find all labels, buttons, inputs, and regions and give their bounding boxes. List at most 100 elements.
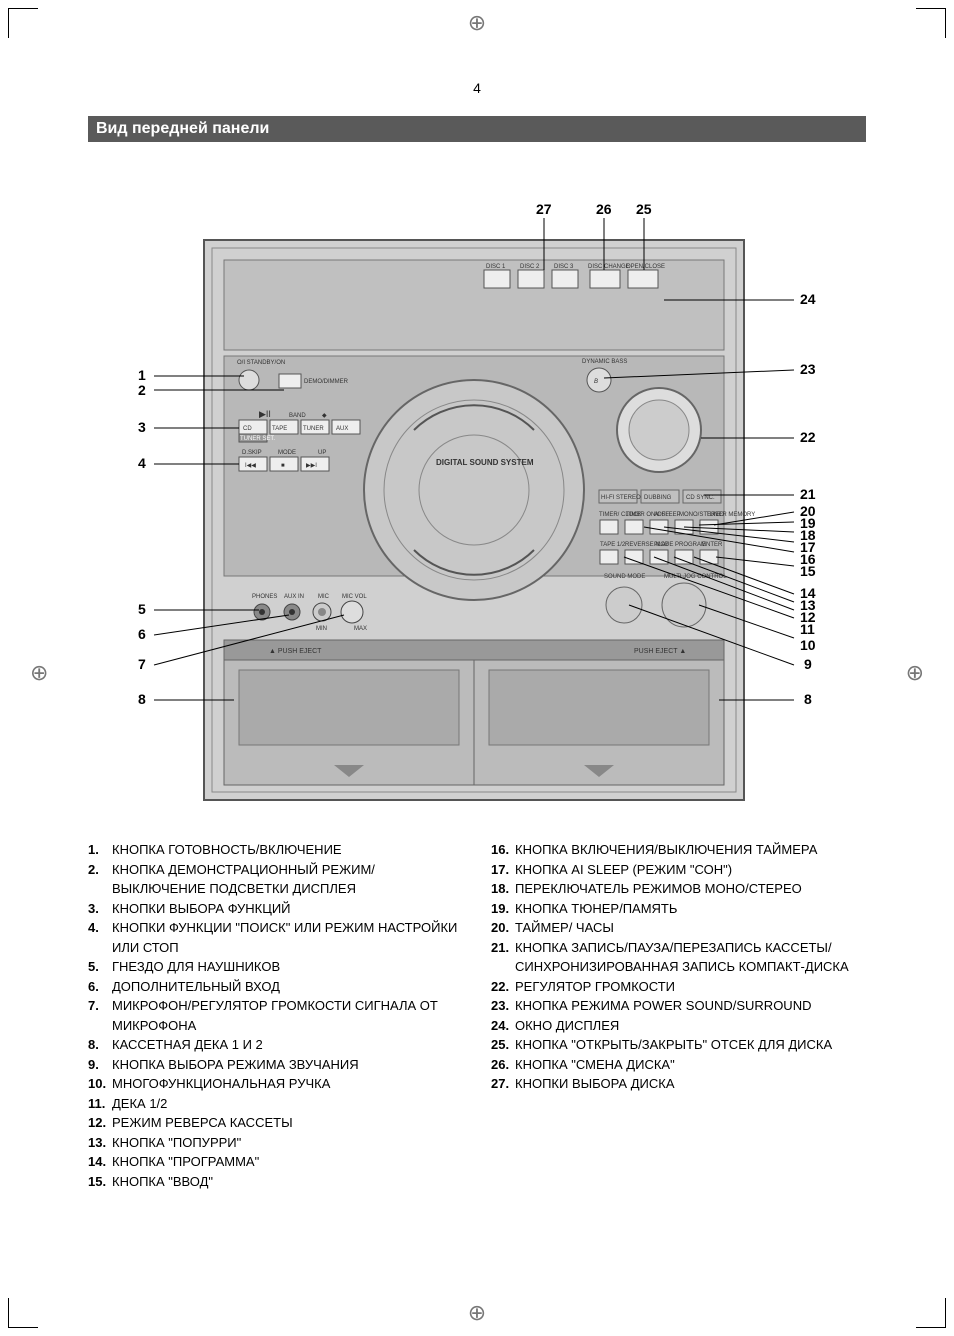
crop-mark [916, 8, 946, 38]
svg-text:TAPE 1/2: TAPE 1/2 [600, 542, 626, 548]
legend-number: 5. [88, 957, 112, 977]
legend-number: 12. [88, 1113, 112, 1133]
legend-item: 16.КНОПКА ВКЛЮЧЕНИЯ/ВЫКЛЮЧЕНИЯ ТАЙМЕРА [491, 840, 866, 860]
svg-text:TUNER SET.: TUNER SET. [240, 436, 275, 442]
registration-mark: ⊕ [468, 10, 486, 36]
svg-text:OPEN/CLOSE: OPEN/CLOSE [626, 264, 665, 270]
svg-text:MAX: MAX [354, 626, 367, 632]
front-panel-diagram: DISC 1 DISC 2 DISC 3 DISC CHANGE OPEN/CL… [104, 170, 844, 810]
legend-number: 1. [88, 840, 112, 860]
legend-text: КНОПКА ВКЛЮЧЕНИЯ/ВЫКЛЮЧЕНИЯ ТАЙМЕРА [515, 840, 866, 860]
legend-number: 18. [491, 879, 515, 899]
legend-text: КНОПКА "СМЕНА ДИСКА" [515, 1055, 866, 1075]
svg-text:8: 8 [804, 691, 812, 707]
legend-item: 26.КНОПКА "СМЕНА ДИСКА" [491, 1055, 866, 1075]
legend-item: 1.КНОПКА ГОТОВНОСТЬ/ВКЛЮЧЕНИЕ [88, 840, 463, 860]
svg-text:DISC CHANGE: DISC CHANGE [588, 264, 630, 270]
svg-text:AUX: AUX [336, 426, 348, 432]
legend-item: 20.ТАЙМЕР/ ЧАСЫ [491, 918, 866, 938]
legend-item: 14.КНОПКА "ПРОГРАММА" [88, 1152, 463, 1172]
legend-item: 12.РЕЖИМ РЕВЕРСА КАССЕТЫ [88, 1113, 463, 1133]
svg-text:PLAY: PLAY [654, 542, 669, 548]
svg-text:3: 3 [138, 419, 146, 435]
legend-number: 16. [491, 840, 515, 860]
svg-text:15: 15 [800, 563, 816, 579]
legend-item: 2.КНОПКА ДЕМОНСТРАЦИОННЫЙ РЕЖИМ/ ВЫКЛЮЧЕ… [88, 860, 463, 899]
svg-text:◆: ◆ [322, 413, 327, 419]
svg-text:5: 5 [138, 601, 146, 617]
svg-text:I◀◀: I◀◀ [245, 463, 256, 469]
svg-text:DYNAMIC BASS: DYNAMIC BASS [582, 359, 627, 365]
legend-number: 21. [491, 938, 515, 977]
svg-text:DIGITAL SOUND SYSTEM: DIGITAL SOUND SYSTEM [436, 458, 534, 467]
page-number: 4 [88, 80, 866, 96]
legend-text: КНОПКА ГОТОВНОСТЬ/ВКЛЮЧЕНИЕ [112, 840, 463, 860]
crop-mark [8, 1298, 38, 1328]
svg-text:CD: CD [243, 426, 252, 432]
svg-text:25: 25 [636, 201, 652, 217]
svg-text:DISC 2: DISC 2 [520, 264, 540, 270]
legend-item: 15.КНОПКА "ВВОД" [88, 1172, 463, 1192]
svg-text:4: 4 [138, 455, 146, 471]
svg-text:PHONES: PHONES [252, 594, 277, 600]
legend-item: 19.КНОПКА ТЮНЕР/ПАМЯТЬ [491, 899, 866, 919]
legend-number: 13. [88, 1133, 112, 1153]
legend-item: 3.КНОПКИ ВЫБОРА ФУНКЦИЙ [88, 899, 463, 919]
legend-text: КНОПКА ЗАПИСЬ/ПАУЗА/ПЕРЕЗАПИСЬ КАССЕТЫ/ … [515, 938, 866, 977]
legend-text: КНОПКА "ОТКРЫТЬ/ЗАКРЫТЬ" ОТСЕК ДЛЯ ДИСКА [515, 1035, 866, 1055]
legend-text: КНОПКА ВЫБОРА РЕЖИМА ЗВУЧАНИЯ [112, 1055, 463, 1075]
legend-number: 27. [491, 1074, 515, 1094]
registration-mark: ⊕ [906, 660, 924, 686]
page-content: 4 Вид передней панели DISC 1 DISC 2 DISC… [88, 80, 866, 1191]
legend-item: 4.КНОПКИ ФУНКЦИИ "ПОИСК" ИЛИ РЕЖИМ НАСТР… [88, 918, 463, 957]
legend-number: 24. [491, 1016, 515, 1036]
svg-text:9: 9 [804, 656, 812, 672]
legend-number: 11. [88, 1094, 112, 1114]
crop-mark [8, 8, 38, 38]
svg-text:24: 24 [800, 291, 816, 307]
legend-item: 21.КНОПКА ЗАПИСЬ/ПАУЗА/ПЕРЕЗАПИСЬ КАССЕТ… [491, 938, 866, 977]
legend-item: 9.КНОПКА ВЫБОРА РЕЖИМА ЗВУЧАНИЯ [88, 1055, 463, 1075]
section-title: Вид передней панели [88, 116, 866, 142]
svg-text:UP: UP [318, 450, 326, 456]
legend-item: 25.КНОПКА "ОТКРЫТЬ/ЗАКРЫТЬ" ОТСЕК ДЛЯ ДИ… [491, 1035, 866, 1055]
legend-number: 19. [491, 899, 515, 919]
legend-number: 14. [88, 1152, 112, 1172]
legend-number: 23. [491, 996, 515, 1016]
svg-text:26: 26 [596, 201, 612, 217]
svg-text:▲ PUSH EJECT: ▲ PUSH EJECT [269, 648, 322, 655]
legend-text: КАССЕТНАЯ ДЕКА 1 И 2 [112, 1035, 463, 1055]
legend-item: 23.КНОПКА РЕЖИМА POWER SOUND/SURROUND [491, 996, 866, 1016]
svg-text:▶II: ▶II [259, 409, 271, 419]
legend-number: 25. [491, 1035, 515, 1055]
legend-right-column: 16.КНОПКА ВКЛЮЧЕНИЯ/ВЫКЛЮЧЕНИЯ ТАЙМЕРА17… [491, 840, 866, 1191]
legend-item: 10.МНОГОФУНКЦИОНАЛЬНАЯ РУЧКА [88, 1074, 463, 1094]
svg-text:HI-FI STEREO: HI-FI STEREO [601, 495, 641, 501]
svg-text:AUX IN: AUX IN [284, 594, 304, 600]
svg-text:8: 8 [138, 691, 146, 707]
legend-item: 13.КНОПКА "ПОПУРРИ" [88, 1133, 463, 1153]
legend-number: 22. [491, 977, 515, 997]
legend-text: ОКНО ДИСПЛЕЯ [515, 1016, 866, 1036]
svg-text:DISC 1: DISC 1 [486, 264, 506, 270]
legend-text: КНОПКИ ФУНКЦИИ "ПОИСК" ИЛИ РЕЖИМ НАСТРОЙ… [112, 918, 463, 957]
svg-text:SOUND MODE: SOUND MODE [604, 574, 645, 580]
legend-item: 11.ДЕКА 1/2 [88, 1094, 463, 1114]
svg-text:О/I STANDBY/ON: О/I STANDBY/ON [237, 360, 285, 366]
svg-text:D.SKIP: D.SKIP [242, 450, 262, 456]
legend-text: КНОПКА "ПРОГРАММА" [112, 1152, 463, 1172]
svg-text:TUNER MEMORY: TUNER MEMORY [706, 512, 755, 518]
legend-item: 8.КАССЕТНАЯ ДЕКА 1 И 2 [88, 1035, 463, 1055]
svg-text:DISC 3: DISC 3 [554, 264, 574, 270]
svg-text:DEMO/DIMMER: DEMO/DIMMER [304, 379, 349, 385]
svg-text:MODE: MODE [278, 450, 296, 456]
legend-number: 6. [88, 977, 112, 997]
svg-text:21: 21 [800, 486, 816, 502]
legend-item: 7.МИКРОФОН/РЕГУЛЯТОР ГРОМКОСТИ СИГНАЛА О… [88, 996, 463, 1035]
svg-text:22: 22 [800, 429, 816, 445]
legend-left-column: 1.КНОПКА ГОТОВНОСТЬ/ВКЛЮЧЕНИЕ2.КНОПКА ДЕ… [88, 840, 463, 1191]
svg-text:■: ■ [281, 463, 285, 469]
svg-text:ENTER: ENTER [702, 542, 723, 548]
registration-mark: ⊕ [468, 1300, 486, 1326]
legend-text: ДЕКА 1/2 [112, 1094, 463, 1114]
